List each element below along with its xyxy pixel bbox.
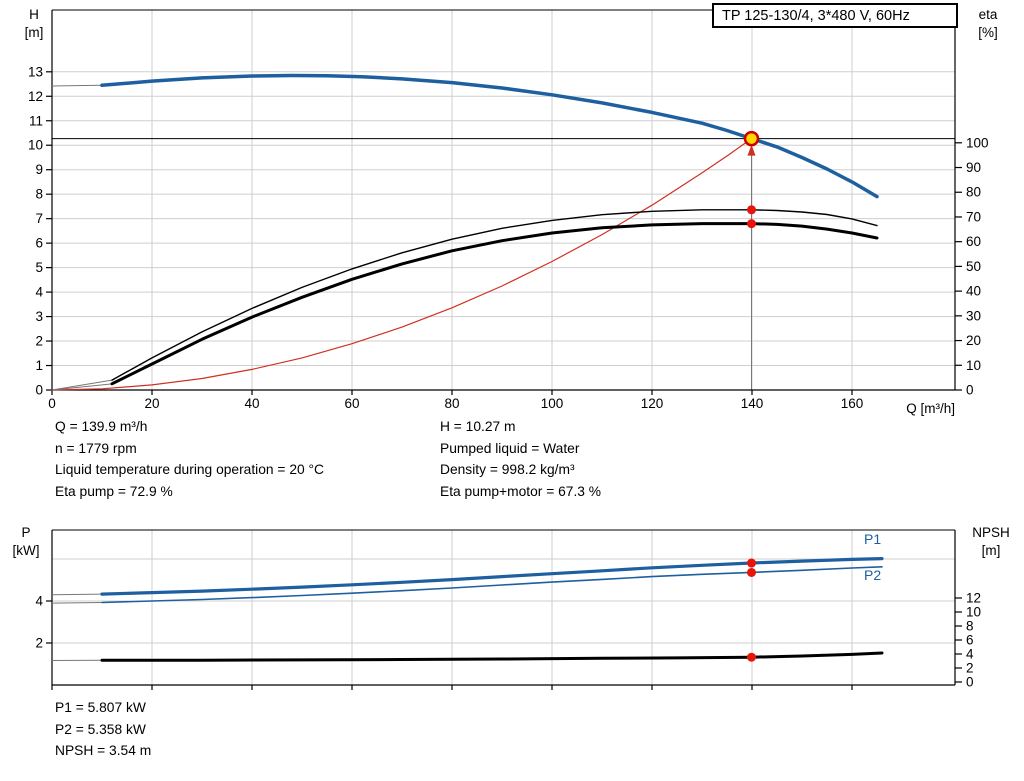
y-right-tick-label: 10 [966, 358, 981, 373]
x-tick-label: 100 [541, 396, 564, 411]
y-right-tick-label: 12 [966, 591, 981, 606]
y-left-tick-label: 4 [35, 594, 43, 609]
p1-curve-axis-join [51, 593, 103, 596]
y-right-tick-label: 80 [966, 185, 981, 200]
duty-arrowhead [747, 144, 756, 156]
flow-axis-title-text: Q [m³/h] [906, 401, 955, 416]
y-right-tick-label: 10 [966, 605, 981, 620]
y-left-tick-label: 10 [28, 138, 43, 153]
head-axis-title-line1: H [29, 7, 39, 22]
info-line-liquid-temperature: Liquid temperature during operation = 20… [55, 462, 324, 477]
y-left-tick-label: 0 [35, 383, 43, 398]
y-right-tick-label: 40 [966, 284, 981, 299]
pump-model-box: TP 125-130/4, 3*480 V, 60Hz [712, 3, 958, 28]
x-tick-label: 0 [48, 396, 56, 411]
duty-dot [747, 652, 756, 662]
operating-data-left-column: Q = 139.9 m³/h n = 1779 rpm Liquid tempe… [55, 416, 324, 502]
operating-data-right-column: H = 10.27 m Pumped liquid = Water Densit… [440, 416, 601, 502]
x-tick-label: 80 [444, 396, 459, 411]
x-tick-label: 140 [741, 396, 764, 411]
duty-point-marker [743, 130, 760, 147]
y-left-tick-label: 8 [35, 187, 43, 202]
info-line-p2: P2 = 5.358 kW [55, 721, 146, 737]
head-curve-axis-join [51, 84, 103, 87]
power-data-column: P1 = 5.807 kW P2 = 5.358 kW NPSH = 3.54 … [55, 697, 151, 762]
info-line-pumped-liquid: Pumped liquid = Water [440, 440, 580, 456]
y-right-tick-label: 4 [966, 647, 974, 662]
y-right-tick-label: 100 [966, 135, 989, 150]
x-tick-label: 40 [244, 396, 259, 411]
eta-axis-title-line2: [%] [978, 25, 998, 40]
x-tick-label: 60 [344, 396, 359, 411]
y-left-tick-label: 6 [35, 236, 43, 251]
system-curve [51, 138, 753, 391]
y-left-tick-label: 9 [35, 162, 43, 177]
duty-dot [747, 205, 756, 215]
y-left-tick-label: 2 [35, 636, 43, 651]
p2-curve [101, 566, 883, 604]
y-right-tick-label: 2 [966, 661, 974, 676]
x-tick-label: 160 [841, 396, 864, 411]
info-line-eta-pump-motor: Eta pump+motor = 67.3 % [440, 483, 602, 499]
y-left-tick-label: 11 [29, 113, 43, 128]
eta-pump-curve [111, 209, 878, 381]
y-right-tick-label: 6 [966, 633, 974, 648]
x-tick-label: 120 [641, 396, 664, 411]
npsh-axis-title-line1: NPSH [972, 525, 1010, 540]
p2-curve-axis-join [51, 601, 103, 604]
head-axis-title-line2: [m] [24, 25, 44, 40]
power-axis-title: P [kW] [4, 524, 48, 560]
y-right-tick-label: 90 [966, 160, 981, 175]
pump-model-text: TP 125-130/4, 3*480 V, 60Hz [722, 7, 910, 24]
y-left-tick-label: 3 [35, 309, 43, 324]
p2-curve-label: P2 [864, 567, 882, 583]
eta-pump-motor-curve [110, 222, 879, 386]
y-right-tick-label: 70 [966, 209, 981, 224]
power-axis-title-line2: [kW] [12, 543, 40, 558]
y-right-tick-label: 60 [966, 234, 981, 249]
head-curve [100, 73, 879, 199]
y-left-tick-label: 1 [35, 358, 43, 373]
y-left-tick-label: 12 [28, 89, 43, 104]
y-left-tick-label: 7 [35, 211, 43, 226]
duty-dot [747, 558, 756, 568]
y-right-tick-label: 30 [966, 308, 981, 323]
flow-axis-title: Q [m³/h] [860, 400, 955, 418]
npsh-curve [100, 651, 884, 662]
info-line-density: Density = 998.2 kg/m³ [440, 462, 575, 477]
p1-curve [100, 557, 884, 596]
y-left-tick-label: 13 [28, 64, 43, 79]
info-line-head: H = 10.27 m [440, 419, 516, 434]
x-tick-label: 20 [144, 396, 159, 411]
eta-pump-curve-axis-join [51, 379, 113, 391]
y-left-tick-label: 2 [35, 334, 43, 349]
y-right-tick-label: 50 [966, 259, 981, 274]
y-right-tick-label: 0 [966, 675, 974, 690]
head-axis-title: H [m] [14, 6, 54, 42]
p1-curve-label: P1 [864, 531, 882, 547]
power-axis-title-line1: P [21, 525, 31, 540]
y-left-tick-label: 5 [35, 260, 43, 275]
info-line-eta-pump: Eta pump = 72.9 % [55, 483, 173, 499]
eta-pump-motor-curve-axis-join [51, 383, 113, 391]
info-line-flow: Q = 139.9 m³/h [55, 419, 148, 434]
eta-axis-title: eta [%] [964, 6, 1012, 42]
y-right-tick-label: 0 [966, 383, 974, 398]
info-line-speed: n = 1779 rpm [55, 440, 137, 456]
npsh-axis-title: NPSH [m] [962, 524, 1020, 560]
y-left-tick-label: 4 [35, 285, 43, 300]
npsh-axis-title-line2: [m] [981, 543, 1001, 558]
eta-axis-title-line1: eta [978, 7, 998, 22]
y-right-tick-label: 20 [966, 333, 981, 348]
y-right-tick-label: 8 [966, 619, 974, 634]
duty-dot [747, 219, 756, 229]
duty-dot [747, 567, 756, 577]
info-line-npsh: NPSH = 3.54 m [55, 743, 152, 758]
info-line-p1: P1 = 5.807 kW [55, 700, 146, 715]
